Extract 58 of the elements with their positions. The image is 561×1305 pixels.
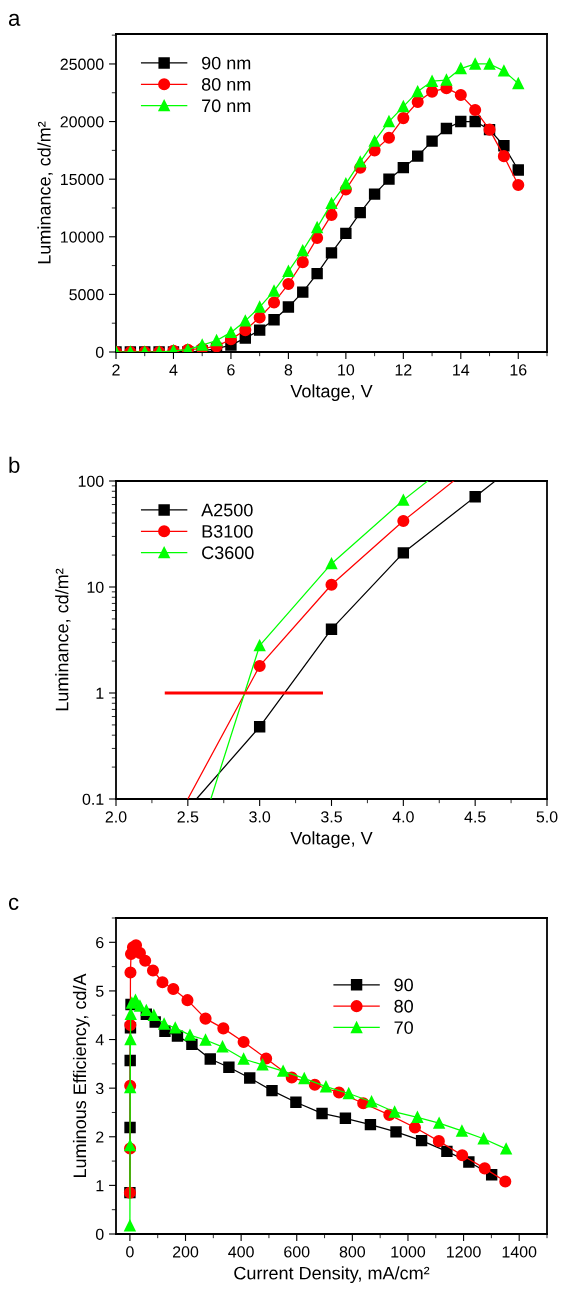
x-tick-label: 10 bbox=[338, 364, 355, 376]
y-tick-label: 10 bbox=[87, 581, 104, 593]
y-tick-label: 20000 bbox=[60, 116, 104, 128]
legend-label: B3100 bbox=[202, 525, 253, 538]
x-tick-label: 4.5 bbox=[464, 811, 486, 823]
y-tick-label: 25000 bbox=[60, 58, 104, 70]
y-tick-label: 5000 bbox=[69, 289, 104, 301]
chart-title: a bbox=[8, 13, 21, 26]
x-axis-title: Voltage, V bbox=[290, 384, 373, 402]
x-tick-label: 8 bbox=[284, 364, 293, 376]
y-tick-label: 5 bbox=[95, 985, 104, 997]
y-tick-label: 15000 bbox=[61, 173, 104, 186]
y-tick-label: 1 bbox=[96, 1180, 104, 1192]
x-tick-label: 12 bbox=[395, 364, 412, 376]
legend-label: 90 nm bbox=[202, 56, 251, 70]
x-tick-label: 1400 bbox=[502, 1246, 537, 1258]
x-tick-label: 14 bbox=[453, 364, 470, 376]
x-tick-label: 2.0 bbox=[105, 811, 127, 823]
x-axis-title: Voltage, V bbox=[290, 831, 373, 849]
y-axis-title: Luminance, cd/m² bbox=[37, 121, 53, 264]
y-tick-label: 6 bbox=[96, 936, 104, 949]
x-tick-label: 16 bbox=[510, 364, 527, 376]
y-axis-title: Luminous Efficiency, cd/A bbox=[72, 973, 90, 1178]
x-tick-label: 400 bbox=[228, 1246, 254, 1258]
legend-label: 90 bbox=[394, 978, 413, 992]
x-tick-label: 4 bbox=[169, 364, 178, 376]
x-tick-label: 800 bbox=[339, 1246, 366, 1258]
y-tick-label: 0 bbox=[95, 1228, 104, 1240]
y-tick-label: 4 bbox=[95, 1034, 104, 1046]
y-tick-label: 10000 bbox=[61, 231, 104, 243]
x-tick-label: 2 bbox=[112, 364, 120, 376]
y-tick-label: 1 bbox=[96, 687, 104, 699]
chart-title: c bbox=[8, 897, 19, 910]
y-tick-label: 0.1 bbox=[82, 793, 104, 805]
x-tick-label: 4.0 bbox=[392, 811, 414, 823]
x-tick-label: 6 bbox=[227, 364, 235, 376]
legend-label: 80 nm bbox=[201, 78, 251, 91]
x-axis-title: Current Density, mA/cm² bbox=[234, 1266, 430, 1284]
x-tick-label: 0 bbox=[126, 1246, 134, 1258]
x-tick-label: 3.5 bbox=[321, 811, 342, 823]
x-tick-label: 3.0 bbox=[249, 811, 271, 823]
x-tick-label: 1200 bbox=[447, 1246, 481, 1258]
legend-label: 80 bbox=[394, 999, 413, 1013]
legend-label: 70 nm bbox=[202, 99, 251, 113]
y-tick-label: 0 bbox=[95, 346, 104, 358]
legend-label: A2500 bbox=[201, 503, 253, 517]
y-tick-label: 2 bbox=[96, 1131, 104, 1143]
x-tick-label: 200 bbox=[173, 1246, 199, 1258]
y-axis-title: Luminance, cd/m² bbox=[55, 568, 71, 711]
chart-title: b bbox=[9, 456, 20, 473]
x-tick-label: 600 bbox=[284, 1246, 310, 1258]
y-tick-label: 3 bbox=[95, 1082, 104, 1095]
x-tick-label: 5.0 bbox=[536, 811, 558, 823]
legend-label: 70 bbox=[394, 1021, 413, 1034]
x-tick-label: 2.5 bbox=[177, 811, 199, 823]
x-tick-label: 1000 bbox=[391, 1246, 426, 1258]
legend-label: C3600 bbox=[202, 546, 254, 560]
y-tick-label: 100 bbox=[78, 475, 104, 487]
